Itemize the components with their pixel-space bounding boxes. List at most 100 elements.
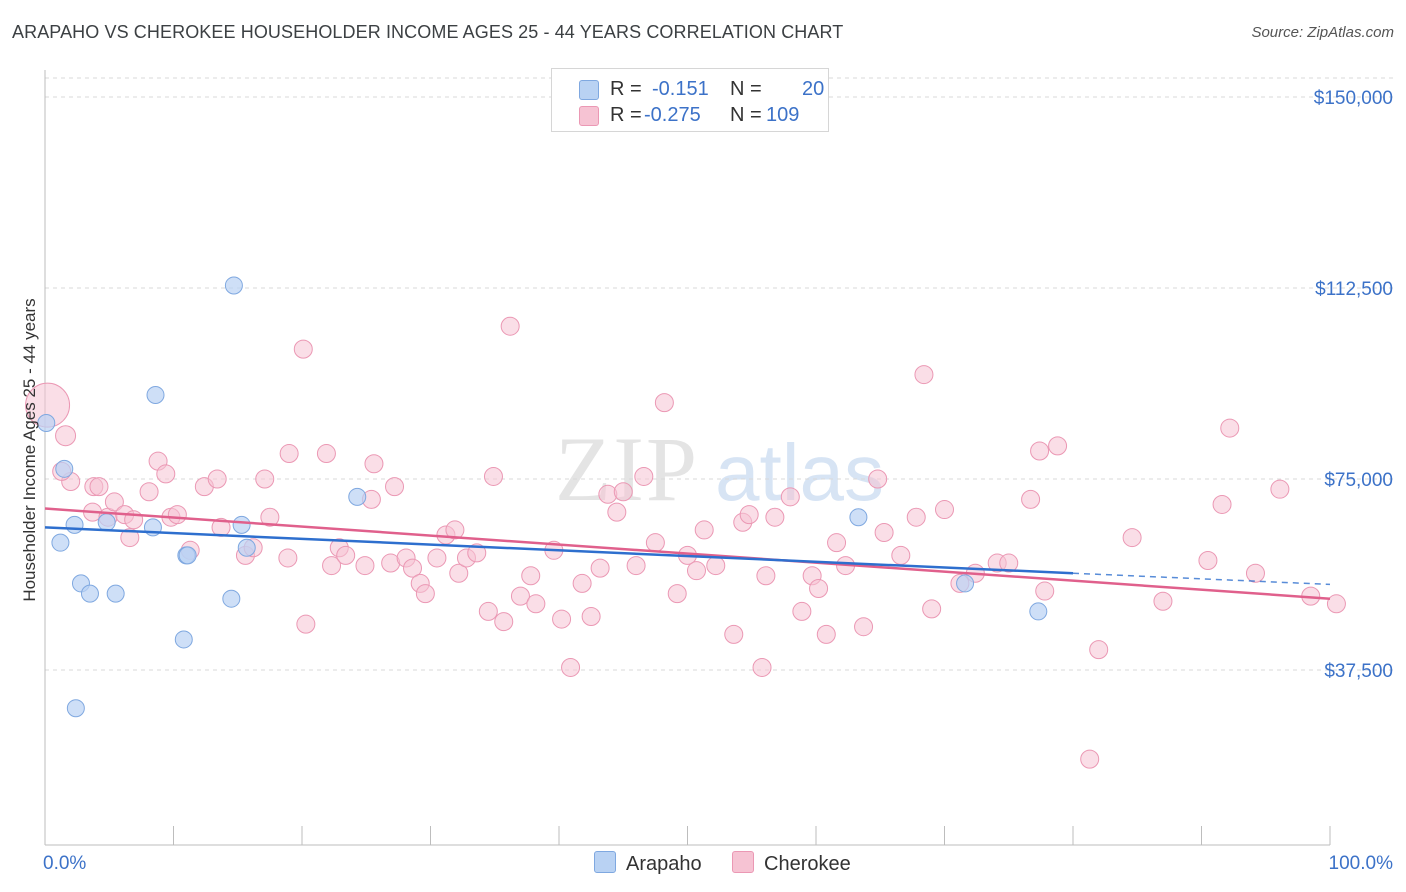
cherokee-trendline xyxy=(44,507,1331,600)
cherokee-point xyxy=(510,586,530,606)
cherokee-point xyxy=(521,566,541,586)
watermark-atlas: atlas xyxy=(715,428,884,517)
cherokee-point xyxy=(1198,550,1218,570)
arapaho-point xyxy=(222,589,241,608)
cherokee-point xyxy=(1080,749,1100,769)
cherokee-point xyxy=(1245,563,1265,583)
cherokee-point xyxy=(752,657,772,677)
cherokee-point xyxy=(667,584,687,604)
chart-title: ARAPAHO VS CHEROKEE HOUSEHOLDER INCOME A… xyxy=(12,22,844,42)
trendlines xyxy=(44,507,1331,600)
y-tick-label: $150,000 xyxy=(1314,88,1393,109)
cherokee-point xyxy=(613,482,633,502)
cherokee-point xyxy=(590,558,610,578)
arapaho-point xyxy=(51,533,70,552)
cherokee-point xyxy=(724,624,744,644)
cherokee-point xyxy=(316,444,336,464)
cherokee-point xyxy=(706,556,726,576)
cherokee-point xyxy=(494,612,514,632)
legend-r-label: R = xyxy=(610,78,642,100)
cherokee-legend-swatch xyxy=(732,851,754,873)
arapaho-trendline-extension xyxy=(1072,572,1331,586)
cherokee-point xyxy=(167,505,187,525)
cherokee-point xyxy=(1270,479,1290,499)
cherokee-point xyxy=(156,464,176,484)
y-tick-label: $75,000 xyxy=(1324,470,1393,491)
cherokee-point xyxy=(868,469,888,489)
legend-n-label: N = xyxy=(730,78,762,100)
cherokee-point xyxy=(364,454,384,474)
cherokee-point xyxy=(1326,594,1346,614)
legend-n-label: N = xyxy=(730,104,762,126)
gridlines xyxy=(45,77,1395,671)
y-tick-labels: $37,500 $75,000 $112,500 $150,000 xyxy=(1314,88,1393,682)
cherokee-point xyxy=(500,316,520,336)
bottom-legend-arapaho: Arapaho xyxy=(594,851,702,876)
arapaho-point xyxy=(1029,602,1048,621)
arapaho-legend-label: Arapaho xyxy=(626,853,702,875)
arapaho-point xyxy=(224,276,243,295)
legend-n-value: 109 xyxy=(766,104,800,126)
cherokee-point xyxy=(139,482,159,502)
legend-n-value: 20 xyxy=(802,78,825,100)
arapaho-swatch xyxy=(579,80,599,100)
cherokee-point xyxy=(645,533,665,553)
watermark: ZIP atlas xyxy=(555,418,884,520)
cherokee-point xyxy=(1035,581,1055,601)
arapaho-point xyxy=(65,515,84,534)
cherokee-point xyxy=(120,528,140,548)
arapaho-trendline xyxy=(44,526,1074,575)
cherokee-point xyxy=(1212,494,1232,514)
cherokee-point xyxy=(1089,640,1109,660)
cherokee-point xyxy=(1030,441,1050,461)
cherokee-point xyxy=(854,617,874,637)
cherokee-point xyxy=(1153,591,1173,611)
cherokee-point xyxy=(89,477,109,497)
arapaho-points xyxy=(37,276,1048,718)
cherokee-swatch xyxy=(579,106,599,126)
cherokee-point xyxy=(816,624,836,644)
y-tick-label: $37,500 xyxy=(1324,661,1393,682)
cherokee-point xyxy=(891,545,911,565)
x-tick-label: 100.0% xyxy=(1329,853,1394,874)
legend-r-label: R = xyxy=(610,104,642,126)
cherokee-point xyxy=(1220,418,1240,438)
cherokee-point xyxy=(415,584,435,604)
cherokee-point xyxy=(922,599,942,619)
cherokee-point xyxy=(526,594,546,614)
arapaho-point xyxy=(37,413,56,432)
cherokee-point xyxy=(278,548,298,568)
cherokee-point xyxy=(55,425,77,447)
arapaho-point xyxy=(146,385,165,404)
cherokee-point xyxy=(385,477,405,497)
legend-row-cherokee: R = -0.275 N = 109 xyxy=(552,101,828,129)
arapaho-point xyxy=(348,487,367,506)
cherokee-point xyxy=(279,444,299,464)
cherokee-point xyxy=(403,558,423,578)
cherokee-point xyxy=(355,556,375,576)
cherokee-point xyxy=(809,579,829,599)
watermark-zip: ZIP xyxy=(555,418,699,520)
cherokee-point xyxy=(626,556,646,576)
cherokee-point xyxy=(260,507,280,527)
cherokee-point xyxy=(694,520,714,540)
cherokee-point xyxy=(207,469,227,489)
arapaho-point xyxy=(80,584,99,603)
arapaho-point xyxy=(66,699,85,718)
cherokee-point xyxy=(322,556,342,576)
cherokee-point xyxy=(1048,436,1068,456)
cherokee-point xyxy=(874,522,894,542)
cherokee-point xyxy=(739,505,759,525)
cherokee-point xyxy=(792,601,812,621)
y-tick-label: $112,500 xyxy=(1315,279,1393,300)
y-axis-label-wrap: Householder Income Ages 25 - 44 years xyxy=(8,250,48,650)
x-tick-label: 0.0% xyxy=(43,853,86,874)
cherokee-point xyxy=(914,365,934,385)
cherokee-point xyxy=(765,507,785,527)
cherokee-point xyxy=(827,533,847,553)
y-axis-label: Householder Income Ages 25 - 44 years xyxy=(20,298,39,601)
cherokee-point xyxy=(572,573,592,593)
arapaho-point xyxy=(55,459,74,478)
cherokee-point xyxy=(607,502,627,522)
cherokee-point xyxy=(634,466,654,486)
